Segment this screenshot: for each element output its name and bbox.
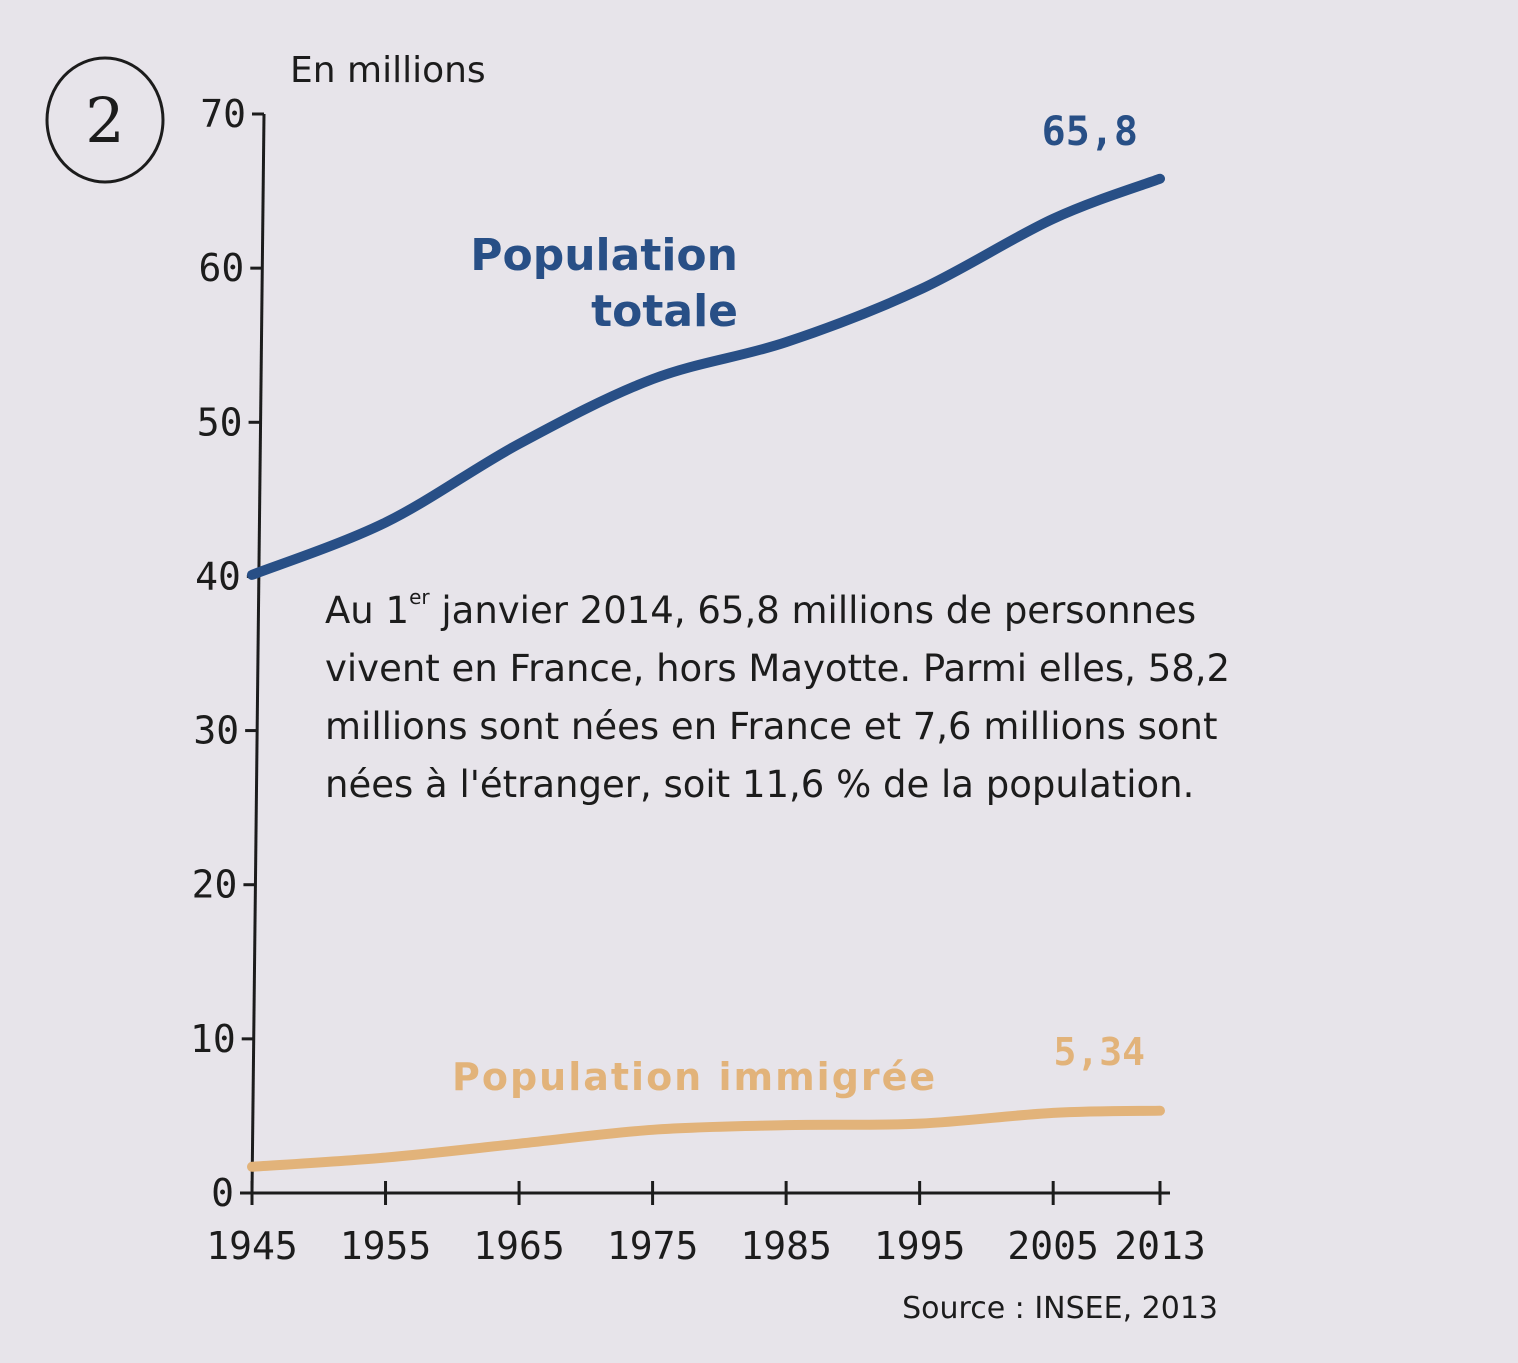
document-number-badge: 2	[45, 56, 165, 184]
x-tick-label-2013: 2013	[1114, 1224, 1206, 1268]
document-number: 2	[85, 84, 124, 157]
annotation-text-rest: janvier 2014, 65,8 millions de personnes…	[325, 589, 1231, 806]
series-label-immigree: Population immigrée	[452, 1055, 937, 1099]
y-axis-ticks: 0 10 20 30 40 50 60 70	[190, 92, 264, 1215]
y-tick-label-40: 40	[195, 554, 241, 598]
x-tick-label-1985: 1985	[740, 1224, 832, 1268]
x-tick-label-1975: 1975	[607, 1224, 699, 1268]
series-label-total-line2: totale	[591, 286, 738, 337]
annotation-text-start: Au 1	[325, 589, 410, 632]
x-tick-label-1995: 1995	[874, 1224, 966, 1268]
x-tick-label-1945: 1945	[206, 1224, 298, 1268]
y-tick-label-70: 70	[200, 92, 246, 136]
y-tick-label-60: 60	[199, 246, 245, 290]
value-label-immigree: 5,34	[1053, 1030, 1145, 1074]
y-axis-unit-label: En millions	[290, 50, 486, 91]
x-tick-label-1965: 1965	[473, 1224, 565, 1268]
y-tick-label-50: 50	[197, 400, 243, 444]
value-label-total: 65,8	[1042, 109, 1138, 155]
series-label-total-line1: Population	[470, 230, 738, 281]
chart-annotation: Au 1er janvier 2014, 65,8 millions de pe…	[325, 582, 1285, 814]
x-tick-label-1955: 1955	[340, 1224, 432, 1268]
y-tick-label-10: 10	[190, 1017, 236, 1061]
document-number-circle	[45, 56, 165, 184]
y-tick-label-20: 20	[192, 863, 238, 907]
series-line-population-immigree	[247, 1105, 1165, 1172]
x-axis-ticks: 1945 1955 1965 1975 1985 1995 2005 2013	[206, 1181, 1206, 1268]
source-label: Source : INSEE, 2013	[902, 1291, 1218, 1326]
y-tick-label-0: 0	[211, 1171, 234, 1215]
series-line-population-totale	[247, 173, 1165, 580]
annotation-superscript: er	[409, 585, 430, 609]
y-axis-line	[250, 113, 266, 1194]
x-tick-label-2005: 2005	[1007, 1224, 1099, 1268]
y-tick-label-30: 30	[193, 709, 239, 753]
